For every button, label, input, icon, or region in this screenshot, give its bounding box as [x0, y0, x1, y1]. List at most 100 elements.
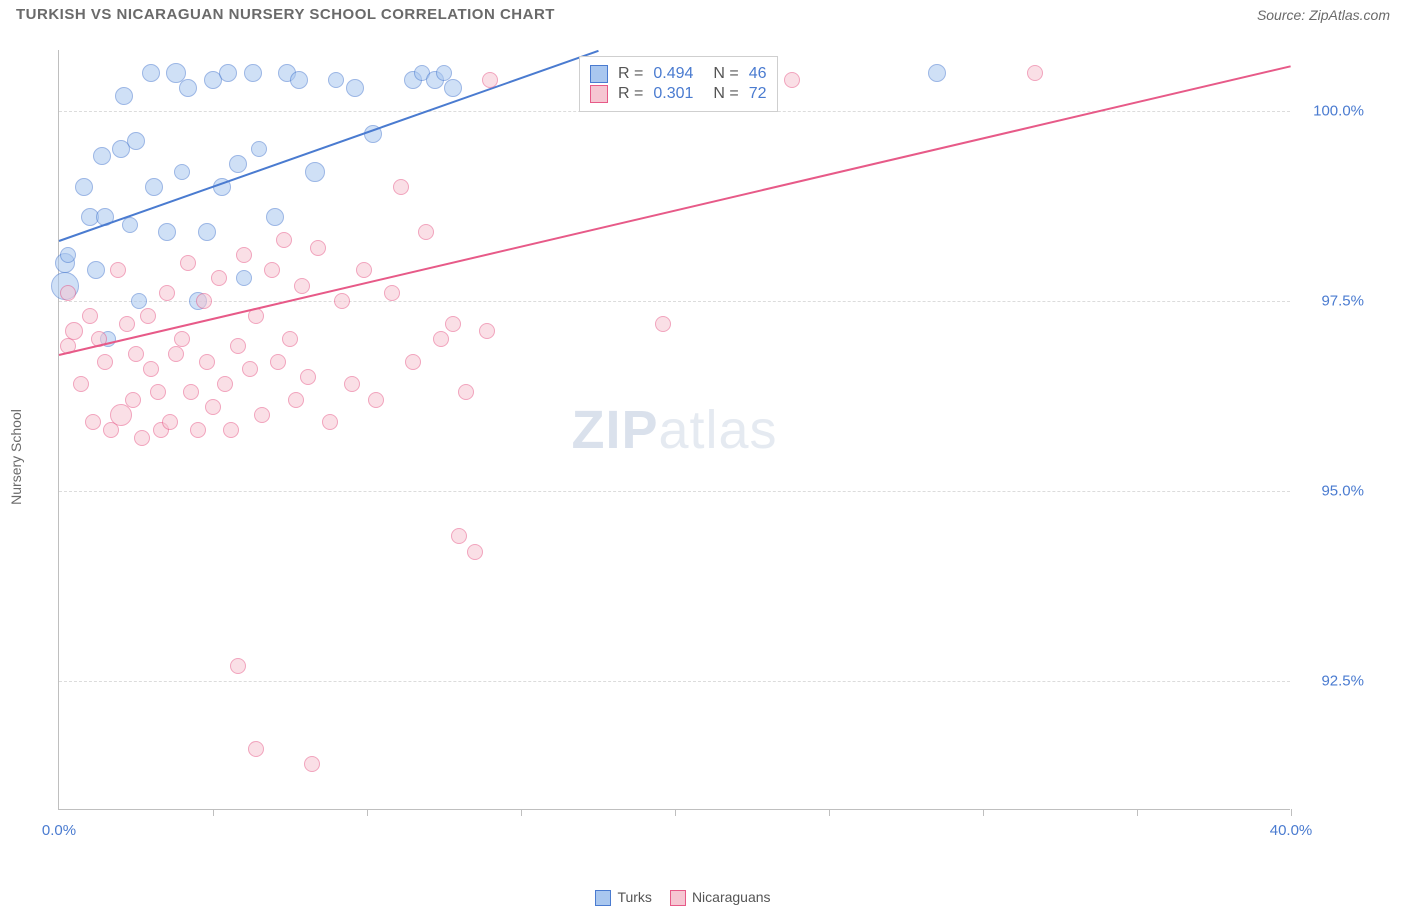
- data-point: [784, 72, 800, 88]
- y-tick-label: 95.0%: [1321, 482, 1364, 499]
- x-tick: [1137, 809, 1138, 816]
- legend-label: Nicaraguans: [692, 889, 771, 905]
- data-point: [229, 155, 247, 173]
- data-point: [405, 354, 421, 370]
- data-point: [219, 64, 237, 82]
- chart-source: Source: ZipAtlas.com: [1257, 7, 1390, 23]
- x-tick-label: 40.0%: [1270, 822, 1313, 839]
- data-point: [150, 384, 166, 400]
- data-point: [384, 285, 400, 301]
- y-tick-label: 92.5%: [1321, 672, 1364, 689]
- data-point: [300, 369, 316, 385]
- data-point: [230, 338, 246, 354]
- data-point: [451, 528, 467, 544]
- data-point: [73, 376, 89, 392]
- data-point: [254, 407, 270, 423]
- plot-area: ZIPatlas 92.5%95.0%97.5%100.0%0.0%40.0%R…: [58, 50, 1290, 810]
- data-point: [140, 308, 156, 324]
- x-tick: [367, 809, 368, 816]
- data-point: [264, 262, 280, 278]
- data-point: [199, 354, 215, 370]
- data-point: [60, 285, 76, 301]
- data-point: [242, 361, 258, 377]
- data-point: [75, 178, 93, 196]
- data-point: [294, 278, 310, 294]
- plot-wrap: Nursery School ZIPatlas 92.5%95.0%97.5%1…: [16, 42, 1390, 872]
- data-point: [168, 346, 184, 362]
- watermark: ZIPatlas: [571, 399, 777, 461]
- data-point: [230, 658, 246, 674]
- data-point: [445, 316, 461, 332]
- data-point: [344, 376, 360, 392]
- data-point: [143, 361, 159, 377]
- data-point: [244, 64, 262, 82]
- data-point: [122, 217, 138, 233]
- data-point: [266, 208, 284, 226]
- data-point: [174, 331, 190, 347]
- data-point: [467, 544, 483, 560]
- data-point: [276, 232, 292, 248]
- data-point: [128, 346, 144, 362]
- data-point: [217, 376, 233, 392]
- x-tick: [983, 809, 984, 816]
- data-point: [346, 79, 364, 97]
- data-point: [356, 262, 372, 278]
- legend-swatch: [590, 85, 608, 103]
- data-point: [145, 178, 163, 196]
- data-point: [236, 270, 252, 286]
- data-point: [482, 72, 498, 88]
- x-tick: [675, 809, 676, 816]
- x-tick: [829, 809, 830, 816]
- data-point: [110, 262, 126, 278]
- data-point: [444, 79, 462, 97]
- y-axis-label: Nursery School: [8, 409, 24, 505]
- data-point: [282, 331, 298, 347]
- data-point: [97, 354, 113, 370]
- data-point: [82, 308, 98, 324]
- chart-header: TURKISH VS NICARAGUAN NURSERY SCHOOL COR…: [0, 0, 1406, 23]
- x-tick: [213, 809, 214, 816]
- data-point: [205, 399, 221, 415]
- gridline: [59, 491, 1290, 492]
- data-point: [198, 223, 216, 241]
- y-tick-label: 97.5%: [1321, 292, 1364, 309]
- stats-box: R =0.494N =46R =0.301N =72: [579, 56, 778, 112]
- x-tick: [1291, 809, 1292, 816]
- data-point: [60, 247, 76, 263]
- data-point: [290, 71, 308, 89]
- data-point: [162, 414, 178, 430]
- data-point: [125, 392, 141, 408]
- data-point: [127, 132, 145, 150]
- stats-row: R =0.494N =46: [590, 65, 767, 83]
- data-point: [1027, 65, 1043, 81]
- data-point: [418, 224, 434, 240]
- data-point: [134, 430, 150, 446]
- data-point: [322, 414, 338, 430]
- legend-swatch: [590, 65, 608, 83]
- data-point: [196, 293, 212, 309]
- data-point: [131, 293, 147, 309]
- gridline: [59, 681, 1290, 682]
- data-point: [159, 285, 175, 301]
- data-point: [87, 261, 105, 279]
- x-tick-label: 0.0%: [42, 822, 76, 839]
- data-point: [236, 247, 252, 263]
- data-point: [248, 741, 264, 757]
- data-point: [310, 240, 326, 256]
- legend-swatch: [595, 890, 611, 906]
- data-point: [928, 64, 946, 82]
- data-point: [458, 384, 474, 400]
- data-point: [368, 392, 384, 408]
- data-point: [180, 255, 196, 271]
- data-point: [334, 293, 350, 309]
- data-point: [436, 65, 452, 81]
- data-point: [270, 354, 286, 370]
- data-point: [179, 79, 197, 97]
- data-point: [110, 404, 132, 426]
- data-point: [158, 223, 176, 241]
- data-point: [115, 87, 133, 105]
- gridline: [59, 301, 1290, 302]
- data-point: [93, 147, 111, 165]
- data-point: [393, 179, 409, 195]
- data-point: [304, 756, 320, 772]
